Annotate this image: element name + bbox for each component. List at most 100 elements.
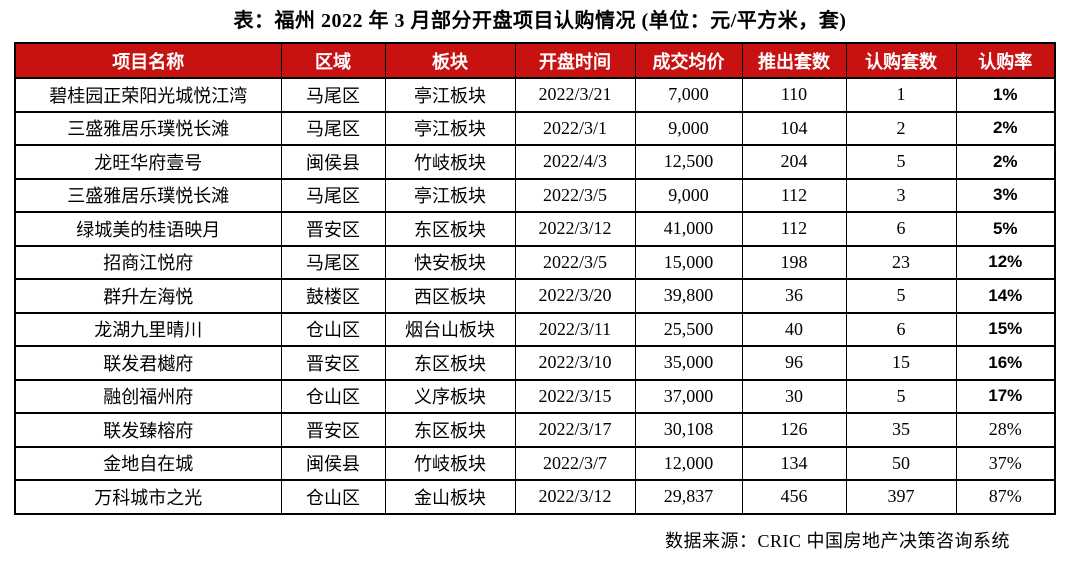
table-row: 三盛雅居乐璞悦长滩 马尾区 亭江板块 2022/3/5 9,000 112 3 … xyxy=(14,177,1056,213)
units-offered-cell: 112 xyxy=(741,177,847,213)
table-row: 群升左海悦 鼓楼区 西区板块 2022/3/20 39,800 36 5 14% xyxy=(14,278,1056,314)
district-cell: 仓山区 xyxy=(280,378,386,414)
plate-cell: 快安板块 xyxy=(384,244,516,280)
plate-cell: 义序板块 xyxy=(384,378,516,414)
district-cell: 晋安区 xyxy=(280,211,386,247)
subscription-rate-cell: 2% xyxy=(955,110,1056,146)
column-header-project-name: 项目名称 xyxy=(14,42,282,79)
units-offered-cell: 110 xyxy=(741,77,847,113)
units-offered-cell: 112 xyxy=(741,211,847,247)
units-offered-cell: 36 xyxy=(741,278,847,314)
avg-price-cell: 25,500 xyxy=(634,311,743,347)
subscription-rate-cell: 12% xyxy=(955,244,1056,280)
units-subscribed-cell: 35 xyxy=(845,412,957,448)
district-cell: 马尾区 xyxy=(280,177,386,213)
subscription-rate-cell: 3% xyxy=(955,177,1056,213)
avg-price-cell: 9,000 xyxy=(634,177,743,213)
subscription-rate-cell: 16% xyxy=(955,345,1056,381)
avg-price-cell: 35,000 xyxy=(634,345,743,381)
units-offered-cell: 96 xyxy=(741,345,847,381)
table-row: 龙旺华府壹号 闽侯县 竹岐板块 2022/4/3 12,500 204 5 2% xyxy=(14,144,1056,180)
units-subscribed-cell: 5 xyxy=(845,378,957,414)
project-name-cell: 群升左海悦 xyxy=(14,278,282,314)
plate-cell: 东区板块 xyxy=(384,211,516,247)
plate-cell: 西区板块 xyxy=(384,278,516,314)
subscription-rate-cell: 28% xyxy=(955,412,1056,448)
subscription-rate-cell: 14% xyxy=(955,278,1056,314)
units-subscribed-cell: 5 xyxy=(845,144,957,180)
column-header-subscription-rate: 认购率 xyxy=(955,42,1056,79)
table-row: 碧桂园正荣阳光城悦江湾 马尾区 亭江板块 2022/3/21 7,000 110… xyxy=(14,77,1056,113)
header-row: 项目名称 区域 板块 开盘时间 成交均价 推出套数 认购套数 认购率 xyxy=(14,42,1056,79)
open-date-cell: 2022/3/7 xyxy=(514,445,636,481)
project-name-cell: 龙旺华府壹号 xyxy=(14,144,282,180)
units-offered-cell: 126 xyxy=(741,412,847,448)
avg-price-cell: 12,500 xyxy=(634,144,743,180)
data-source-note: 数据来源：CRIC 中国房地产决策咨询系统 xyxy=(664,530,1010,551)
open-date-cell: 2022/3/17 xyxy=(514,412,636,448)
open-date-cell: 2022/3/21 xyxy=(514,77,636,113)
project-name-cell: 三盛雅居乐璞悦长滩 xyxy=(14,177,282,213)
avg-price-cell: 30,108 xyxy=(634,412,743,448)
subscription-rate-cell: 1% xyxy=(955,77,1056,113)
column-header-units-subscribed: 认购套数 xyxy=(845,42,957,79)
subscription-rate-cell: 37% xyxy=(955,445,1056,481)
plate-cell: 竹岐板块 xyxy=(384,445,516,481)
table-row: 联发君樾府 晋安区 东区板块 2022/3/10 35,000 96 15 16… xyxy=(14,345,1056,381)
table-row: 招商江悦府 马尾区 快安板块 2022/3/5 15,000 198 23 12… xyxy=(14,244,1056,280)
district-cell: 鼓楼区 xyxy=(280,278,386,314)
units-subscribed-cell: 6 xyxy=(845,311,957,347)
project-name-cell: 碧桂园正荣阳光城悦江湾 xyxy=(14,77,282,113)
plate-cell: 亭江板块 xyxy=(384,177,516,213)
subscription-rate-cell: 15% xyxy=(955,311,1056,347)
district-cell: 闽侯县 xyxy=(280,445,386,481)
project-name-cell: 联发君樾府 xyxy=(14,345,282,381)
avg-price-cell: 9,000 xyxy=(634,110,743,146)
district-cell: 仓山区 xyxy=(280,311,386,347)
subscription-table: 项目名称 区域 板块 开盘时间 成交均价 推出套数 认购套数 认购率 碧桂园正荣… xyxy=(14,42,1056,515)
district-cell: 晋安区 xyxy=(280,345,386,381)
units-subscribed-cell: 15 xyxy=(845,345,957,381)
column-header-open-date: 开盘时间 xyxy=(514,42,636,79)
units-subscribed-cell: 23 xyxy=(845,244,957,280)
project-name-cell: 龙湖九里晴川 xyxy=(14,311,282,347)
district-cell: 马尾区 xyxy=(280,110,386,146)
column-header-avg-price: 成交均价 xyxy=(634,42,743,79)
project-name-cell: 联发臻榕府 xyxy=(14,412,282,448)
units-subscribed-cell: 397 xyxy=(845,479,957,515)
table-row: 三盛雅居乐璞悦长滩 马尾区 亭江板块 2022/3/1 9,000 104 2 … xyxy=(14,110,1056,146)
table-row: 龙湖九里晴川 仓山区 烟台山板块 2022/3/11 25,500 40 6 1… xyxy=(14,311,1056,347)
project-name-cell: 三盛雅居乐璞悦长滩 xyxy=(14,110,282,146)
units-subscribed-cell: 3 xyxy=(845,177,957,213)
plate-cell: 东区板块 xyxy=(384,345,516,381)
district-cell: 马尾区 xyxy=(280,77,386,113)
open-date-cell: 2022/3/10 xyxy=(514,345,636,381)
open-date-cell: 2022/3/12 xyxy=(514,479,636,515)
units-subscribed-cell: 5 xyxy=(845,278,957,314)
table-header: 项目名称 区域 板块 开盘时间 成交均价 推出套数 认购套数 认购率 xyxy=(14,42,1056,79)
plate-cell: 亭江板块 xyxy=(384,77,516,113)
table-row: 绿城美的桂语映月 晋安区 东区板块 2022/3/12 41,000 112 6… xyxy=(14,211,1056,247)
units-offered-cell: 40 xyxy=(741,311,847,347)
units-subscribed-cell: 1 xyxy=(845,77,957,113)
units-subscribed-cell: 2 xyxy=(845,110,957,146)
column-header-plate: 板块 xyxy=(384,42,516,79)
open-date-cell: 2022/4/3 xyxy=(514,144,636,180)
avg-price-cell: 29,837 xyxy=(634,479,743,515)
avg-price-cell: 39,800 xyxy=(634,278,743,314)
units-offered-cell: 30 xyxy=(741,378,847,414)
open-date-cell: 2022/3/1 xyxy=(514,110,636,146)
table-body: 碧桂园正荣阳光城悦江湾 马尾区 亭江板块 2022/3/21 7,000 110… xyxy=(14,77,1056,515)
plate-cell: 东区板块 xyxy=(384,412,516,448)
plate-cell: 烟台山板块 xyxy=(384,311,516,347)
table-title: 表：福州 2022 年 3 月部分开盘项目认购情况 (单位：元/平方米，套) xyxy=(233,10,847,32)
open-date-cell: 2022/3/5 xyxy=(514,177,636,213)
column-header-units-offered: 推出套数 xyxy=(741,42,847,79)
open-date-cell: 2022/3/15 xyxy=(514,378,636,414)
column-header-district: 区域 xyxy=(280,42,386,79)
table-row: 融创福州府 仓山区 义序板块 2022/3/15 37,000 30 5 17% xyxy=(14,378,1056,414)
avg-price-cell: 41,000 xyxy=(634,211,743,247)
project-name-cell: 金地自在城 xyxy=(14,445,282,481)
project-name-cell: 绿城美的桂语映月 xyxy=(14,211,282,247)
open-date-cell: 2022/3/20 xyxy=(514,278,636,314)
